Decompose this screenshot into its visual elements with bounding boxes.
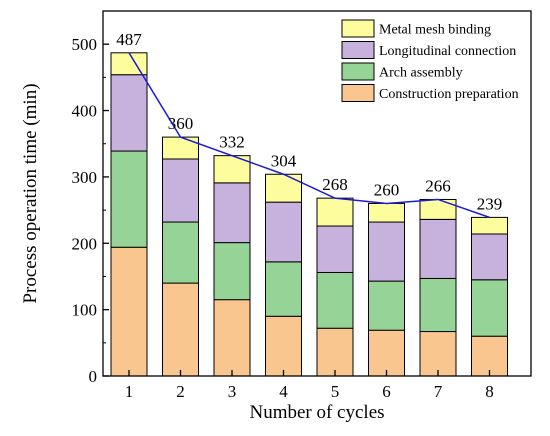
x-tick-label-7: 7	[434, 382, 443, 401]
x-tick-label-3: 3	[228, 382, 237, 401]
bar-segment-cycle-6-series-1	[368, 280, 405, 331]
total-label-cycle-3: 332	[219, 133, 245, 152]
x-tick-label-8: 8	[485, 382, 494, 401]
bar-segment-cycle-3-series-2	[213, 182, 251, 244]
legend-label-1: Longitudinal connection	[379, 44, 516, 59]
total-trend-line	[128, 52, 490, 219]
bar-segment-cycle-2-series-2	[162, 158, 199, 223]
y-tick-label-0: 0	[89, 367, 98, 386]
plot-frame	[102, 10, 532, 377]
bar-segment-cycle-5-series-1	[316, 271, 354, 329]
legend-swatch-2	[341, 62, 375, 81]
y-tick-label-200: 200	[72, 234, 98, 253]
bar-segment-cycle-6-series-0	[368, 329, 405, 377]
bars-layer	[110, 52, 508, 377]
bar-segment-cycle-1-series-3	[110, 52, 148, 76]
bar-segment-cycle-4-series-0	[265, 315, 302, 377]
bar-segment-cycle-2-series-3	[162, 136, 199, 160]
bar-segment-cycle-8-series-0	[471, 335, 508, 377]
legend-label-3: Construction preparation	[379, 87, 519, 102]
bar-segment-cycle-5-series-0	[316, 327, 354, 377]
bar-segment-cycle-6-series-2	[368, 221, 405, 282]
legend-swatch-1	[341, 41, 375, 59]
total-labels-layer: 487 360 332 304 268 260 266 239	[116, 30, 502, 214]
bar-segment-cycle-7-series-0	[419, 331, 457, 377]
bar-segment-cycle-4-series-3	[265, 173, 302, 203]
x-tick-label-5: 5	[331, 382, 340, 401]
bar-segment-cycle-1-series-2	[110, 74, 148, 152]
total-label-cycle-6: 260	[374, 180, 400, 199]
x-tick-label-2: 2	[176, 382, 185, 401]
legend-swatch-3	[341, 84, 375, 102]
x-tick-label-6: 6	[382, 382, 391, 401]
total-label-cycle-7: 266	[425, 176, 451, 195]
total-label-cycle-8: 239	[477, 194, 503, 213]
legend-label-2: Arch assembly	[379, 66, 463, 81]
axes-layer: 0 100 200 300 400 500 1 2 3 4 5 6 7 8	[72, 35, 494, 401]
y-tick-label-300: 300	[72, 168, 98, 187]
y-axis-title: Process operation time (min)	[20, 83, 41, 303]
bar-segment-cycle-4-series-2	[265, 201, 302, 263]
bar-segment-cycle-8-series-3	[471, 216, 508, 235]
bar-segment-cycle-5-series-3	[316, 197, 354, 227]
legend-swatch-0	[341, 19, 375, 38]
bar-segment-cycle-7-series-2	[419, 218, 457, 279]
bar-segment-cycle-8-series-1	[471, 279, 508, 337]
x-axis-title: Number of cycles	[249, 402, 384, 423]
bar-segment-cycle-1-series-1	[110, 150, 148, 248]
bar-segment-cycle-3-series-0	[213, 299, 251, 377]
total-label-cycle-4: 304	[271, 151, 297, 170]
y-tick-label-500: 500	[72, 35, 98, 54]
bar-segment-cycle-2-series-1	[162, 221, 199, 284]
total-label-cycle-5: 268	[322, 175, 348, 194]
trend-layer	[128, 52, 490, 219]
x-tick-label-4: 4	[279, 382, 288, 401]
y-tick-label-100: 100	[72, 301, 98, 320]
legend-label-0: Metal mesh binding	[379, 23, 491, 38]
total-label-cycle-1: 487	[116, 30, 142, 49]
bar-segment-cycle-4-series-1	[265, 261, 302, 317]
bar-segment-cycle-2-series-0	[162, 282, 199, 377]
total-label-cycle-2: 360	[168, 114, 194, 133]
bar-segment-cycle-7-series-3	[419, 198, 457, 220]
bar-segment-cycle-7-series-1	[419, 277, 457, 333]
bar-segment-cycle-8-series-2	[471, 233, 508, 281]
bar-segment-cycle-1-series-0	[110, 246, 148, 377]
bar-segment-cycle-3-series-1	[213, 242, 251, 301]
legend: Metal mesh binding Longitudinal connectio…	[341, 19, 519, 102]
x-tick-label-1: 1	[125, 382, 134, 401]
bar-segment-cycle-5-series-2	[316, 225, 354, 273]
bar-segment-cycle-6-series-3	[368, 202, 405, 223]
y-tick-label-400: 400	[72, 102, 98, 121]
